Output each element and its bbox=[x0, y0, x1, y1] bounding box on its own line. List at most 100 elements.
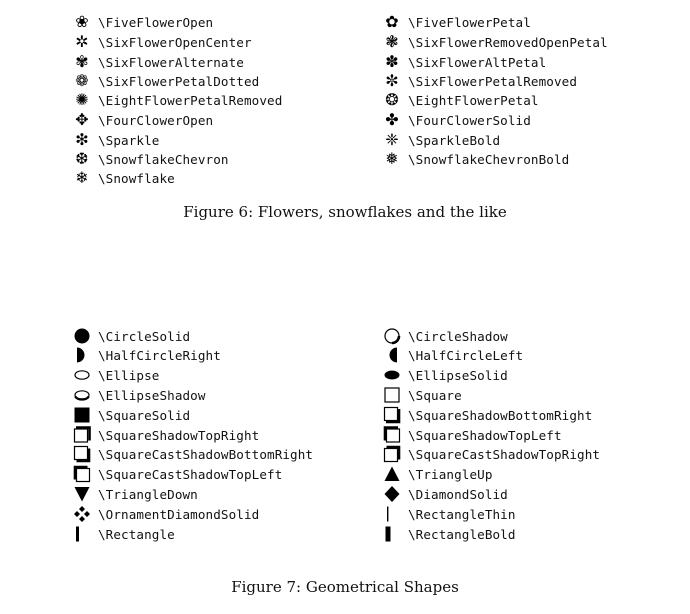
ellipse-shadow-icon bbox=[72, 386, 92, 404]
ellipse-solid-icon bbox=[382, 366, 402, 384]
circle-solid-icon bbox=[72, 327, 92, 345]
circle-shadow-icon bbox=[382, 327, 402, 345]
symbol-command: \SquareSolid bbox=[98, 407, 191, 423]
square-icon bbox=[382, 386, 402, 404]
symbol-row: \RectangleThin bbox=[382, 504, 516, 524]
symbol-row: \SquareShadowTopLeft bbox=[382, 425, 562, 445]
symbol-command: \RectangleBold bbox=[408, 526, 516, 542]
half-circle-right-icon bbox=[72, 346, 92, 364]
square-shadow-bottom-right-icon bbox=[382, 406, 402, 424]
symbol-row: \OrnamentDiamondSolid bbox=[72, 504, 259, 524]
symbol-command: \FiveFlowerOpen bbox=[98, 14, 214, 30]
symbol-row: \CircleSolid bbox=[72, 326, 190, 346]
symbol-command: \OrnamentDiamondSolid bbox=[98, 506, 260, 522]
rectangle-icon bbox=[72, 525, 92, 543]
symbol-command: \DiamondSolid bbox=[408, 486, 508, 502]
eight-flower-petal-icon: ❂ bbox=[385, 90, 399, 109]
symbol-command: \FourClowerOpen bbox=[98, 112, 214, 128]
square-shadow-top-left-icon bbox=[382, 426, 402, 444]
diamond-solid-icon bbox=[382, 485, 402, 503]
triangle-up-icon bbox=[382, 465, 402, 483]
symbol-command: \Rectangle bbox=[98, 526, 175, 542]
figure-7-caption: Figure 7: Geometrical Shapes bbox=[231, 578, 459, 596]
snowflake-chevron-icon: ❆ bbox=[75, 149, 89, 168]
symbol-row: ❆ \SnowflakeChevron bbox=[72, 149, 229, 169]
symbol-command: \SixFlowerPetalRemoved bbox=[408, 73, 578, 89]
snowflake-chevron-bold-icon: ❅ bbox=[385, 149, 399, 168]
four-clover-solid-icon: ✤ bbox=[385, 110, 399, 129]
symbol-command: \EllipseShadow bbox=[98, 387, 206, 403]
symbol-command: \HalfCircleLeft bbox=[408, 347, 524, 363]
symbol-command: \SquareCastShadowTopRight bbox=[408, 446, 601, 462]
symbol-row: ❂ \EightFlowerPetal bbox=[382, 90, 539, 110]
symbol-command: \FiveFlowerPetal bbox=[408, 14, 531, 30]
six-flower-petal-removed-icon: ✼ bbox=[385, 71, 399, 90]
symbol-command: \SnowflakeChevronBold bbox=[408, 151, 570, 167]
symbol-command: \SixFlowerPetalDotted bbox=[98, 73, 260, 89]
symbol-command: \SparkleBold bbox=[408, 132, 501, 148]
symbol-row: ❅ \SnowflakeChevronBold bbox=[382, 149, 569, 169]
half-circle-left-icon bbox=[382, 346, 402, 364]
symbol-command: \TriangleDown bbox=[98, 486, 198, 502]
symbol-command: \SixFlowerRemovedOpenPetal bbox=[408, 34, 608, 50]
square-cast-shadow-bottom-right-icon bbox=[72, 445, 92, 463]
symbol-row: \DiamondSolid bbox=[382, 484, 508, 504]
square-shadow-top-right-icon bbox=[72, 426, 92, 444]
square-solid-icon bbox=[72, 406, 92, 424]
symbol-row: \SquareCastShadowBottomRight bbox=[72, 444, 313, 464]
symbol-command: \SixFlowerAlternate bbox=[98, 54, 244, 70]
symbol-row: \SquareCastShadowTopRight bbox=[382, 444, 600, 464]
sparkle-icon: ❇ bbox=[75, 130, 89, 149]
square-cast-shadow-top-left-icon bbox=[72, 465, 92, 483]
eight-flower-petal-removed-icon: ✺ bbox=[75, 90, 89, 109]
symbol-row: ✥ \FourClowerOpen bbox=[72, 110, 213, 130]
symbol-row: ✽ \SixFlowerAltPetal bbox=[382, 52, 546, 72]
symbol-row: ✾ \SixFlowerAlternate bbox=[72, 52, 244, 72]
symbol-row: \HalfCircleLeft bbox=[382, 345, 523, 365]
symbol-row: ✤ \FourClowerSolid bbox=[382, 110, 531, 130]
ellipse-icon bbox=[72, 366, 92, 384]
symbol-row: ✺ \EightFlowerPetalRemoved bbox=[72, 90, 282, 110]
symbol-command: \SquareShadowTopRight bbox=[98, 427, 260, 443]
symbol-row: \CircleShadow bbox=[382, 326, 508, 346]
symbol-command: \EightFlowerPetal bbox=[408, 92, 539, 108]
symbol-command: \Square bbox=[408, 387, 462, 403]
symbol-row: \EllipseSolid bbox=[382, 365, 508, 385]
symbol-command: \SixFlowerOpenCenter bbox=[98, 34, 252, 50]
six-flower-alternate-icon: ✾ bbox=[75, 52, 89, 71]
figure-6-caption: Figure 6: Flowers, snowflakes and the li… bbox=[183, 203, 507, 221]
symbol-row: ✲ \SixFlowerOpenCenter bbox=[72, 32, 252, 52]
symbol-row: ❇ \Sparkle bbox=[72, 130, 159, 150]
rectangle-bold-icon bbox=[382, 525, 402, 543]
six-flower-petal-dotted-icon: ❁ bbox=[75, 71, 89, 90]
symbol-command: \SixFlowerAltPetal bbox=[408, 54, 547, 70]
symbol-command: \CircleShadow bbox=[408, 328, 508, 344]
symbol-command: \Ellipse bbox=[98, 367, 160, 383]
sparkle-bold-icon: ❈ bbox=[385, 130, 399, 149]
symbol-row: \RectangleBold bbox=[382, 524, 516, 544]
symbol-row: ❁ \SixFlowerPetalDotted bbox=[72, 71, 259, 91]
figure-6: ❀ \FiveFlowerOpen ✲ \SixFlowerOpenCenter ✾… bbox=[0, 0, 690, 230]
symbol-row: ❄ \Snowflake bbox=[72, 168, 175, 188]
symbol-row: \Square bbox=[382, 385, 462, 405]
symbol-command: \SquareShadowBottomRight bbox=[408, 407, 593, 423]
symbol-row: \TriangleUp bbox=[382, 464, 493, 484]
rectangle-thin-icon bbox=[382, 505, 402, 523]
five-flower-petal-icon: ✿ bbox=[385, 12, 399, 31]
symbol-command: \Snowflake bbox=[98, 170, 175, 186]
symbol-row: \Rectangle bbox=[72, 524, 175, 544]
symbol-command: \EightFlowerPetalRemoved bbox=[98, 92, 283, 108]
symbol-row: \SquareShadowBottomRight bbox=[382, 405, 592, 425]
symbol-row: \SquareCastShadowTopLeft bbox=[72, 464, 282, 484]
symbol-command: \Sparkle bbox=[98, 132, 160, 148]
symbol-row: ❃ \SixFlowerRemovedOpenPetal bbox=[382, 32, 608, 52]
symbol-command: \FourClowerSolid bbox=[408, 112, 531, 128]
symbol-row: ❀ \FiveFlowerOpen bbox=[72, 12, 213, 32]
symbol-row: \SquareSolid bbox=[72, 405, 190, 425]
symbol-command: \SquareShadowTopLeft bbox=[408, 427, 562, 443]
symbol-command: \CircleSolid bbox=[98, 328, 191, 344]
six-flower-alt-petal-icon: ✽ bbox=[385, 52, 399, 71]
symbol-row: ❈ \SparkleBold bbox=[382, 130, 500, 150]
symbol-command: \SnowflakeChevron bbox=[98, 151, 229, 167]
